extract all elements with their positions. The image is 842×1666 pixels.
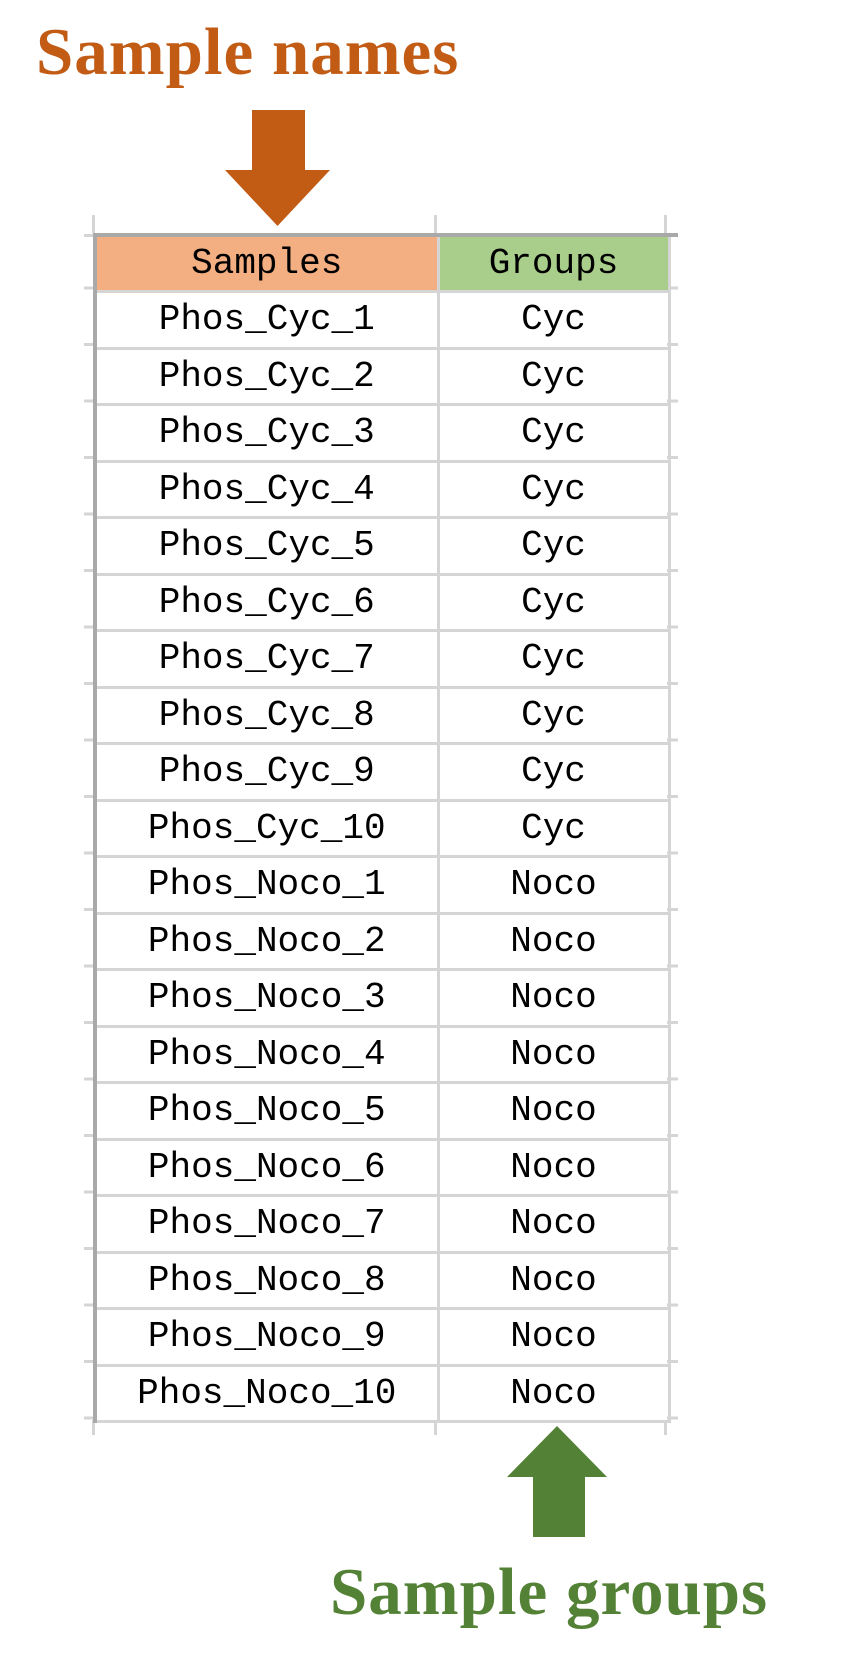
table-header-row: Samples Groups — [93, 233, 671, 293]
sample-cell[interactable]: Phos_Cyc_3 — [93, 403, 440, 463]
sample-cell[interactable]: Phos_Cyc_4 — [93, 459, 440, 519]
table-row: Phos_Noco_5 Noco — [93, 1081, 671, 1141]
table-row: Phos_Noco_4 Noco — [93, 1024, 671, 1084]
sample-cell[interactable]: Phos_Cyc_6 — [93, 572, 440, 632]
table-row: Phos_Noco_3 Noco — [93, 968, 671, 1028]
groups-header-cell[interactable]: Groups — [436, 233, 671, 293]
group-cell[interactable]: Noco — [436, 1250, 671, 1310]
gridline-stub — [84, 234, 93, 237]
table-row: Phos_Cyc_6 Cyc — [93, 572, 671, 632]
gridline-stubs-right — [667, 233, 678, 1420]
sample-cell[interactable]: Phos_Noco_2 — [93, 911, 440, 971]
table-row: Phos_Noco_6 Noco — [93, 1137, 671, 1197]
gridline-stub — [434, 215, 437, 233]
sample-cell[interactable]: Phos_Cyc_10 — [93, 798, 440, 858]
group-cell[interactable]: Noco — [436, 855, 671, 915]
sample-cell[interactable]: Phos_Noco_4 — [93, 1024, 440, 1084]
group-cell[interactable]: Noco — [436, 1307, 671, 1367]
table-row: Phos_Noco_2 Noco — [93, 911, 671, 971]
table-row: Phos_Cyc_8 Cyc — [93, 685, 671, 745]
gridline-stub — [434, 1420, 437, 1435]
sample-cell[interactable]: Phos_Cyc_7 — [93, 629, 440, 689]
up-arrow-icon — [507, 1426, 607, 1537]
table-row: Phos_Cyc_5 Cyc — [93, 516, 671, 576]
sample-cell[interactable]: Phos_Cyc_5 — [93, 516, 440, 576]
group-cell[interactable]: Noco — [436, 1137, 671, 1197]
table-row: Phos_Cyc_10 Cyc — [93, 798, 671, 858]
group-cell[interactable]: Cyc — [436, 685, 671, 745]
group-cell[interactable]: Noco — [436, 968, 671, 1028]
sample-cell[interactable]: Phos_Noco_6 — [93, 1137, 440, 1197]
table-row: Phos_Cyc_4 Cyc — [93, 459, 671, 519]
table-row: Phos_Noco_10 Noco — [93, 1363, 671, 1423]
down-arrow-icon — [225, 110, 330, 226]
gridline-stub — [92, 215, 95, 233]
sample-cell[interactable]: Phos_Noco_5 — [93, 1081, 440, 1141]
sample-names-label: Sample names — [36, 15, 460, 89]
group-cell[interactable]: Noco — [436, 1194, 671, 1254]
table-row: Phos_Cyc_1 Cyc — [93, 290, 671, 350]
table-row: Phos_Cyc_9 Cyc — [93, 742, 671, 802]
group-cell[interactable]: Cyc — [436, 346, 671, 406]
group-cell[interactable]: Noco — [436, 1024, 671, 1084]
table-row: Phos_Noco_8 Noco — [93, 1250, 671, 1310]
sample-cell[interactable]: Phos_Noco_3 — [93, 968, 440, 1028]
sample-cell[interactable]: Phos_Cyc_2 — [93, 346, 440, 406]
group-cell[interactable]: Cyc — [436, 516, 671, 576]
group-cell[interactable]: Cyc — [436, 742, 671, 802]
group-cell[interactable]: Cyc — [436, 403, 671, 463]
table-row: Phos_Noco_9 Noco — [93, 1307, 671, 1367]
sample-cell[interactable]: Phos_Noco_10 — [93, 1363, 440, 1423]
sample-cell[interactable]: Phos_Noco_8 — [93, 1250, 440, 1310]
group-cell[interactable]: Cyc — [436, 572, 671, 632]
gridline-stub — [667, 233, 678, 237]
table-row: Phos_Noco_1 Noco — [93, 855, 671, 915]
group-cell[interactable]: Cyc — [436, 629, 671, 689]
sample-cell[interactable]: Phos_Noco_9 — [93, 1307, 440, 1367]
sample-cell[interactable]: Phos_Noco_1 — [93, 855, 440, 915]
table-row: Phos_Cyc_3 Cyc — [93, 403, 671, 463]
group-cell[interactable]: Cyc — [436, 798, 671, 858]
sample-cell[interactable]: Phos_Noco_7 — [93, 1194, 440, 1254]
sample-cell[interactable]: Phos_Cyc_8 — [93, 685, 440, 745]
table-row: Phos_Cyc_7 Cyc — [93, 629, 671, 689]
group-cell[interactable]: Noco — [436, 1081, 671, 1141]
gridline-stub — [664, 215, 667, 233]
table-row: Phos_Cyc_2 Cyc — [93, 346, 671, 406]
gridline-stub — [664, 1420, 667, 1435]
sample-cell[interactable]: Phos_Cyc_1 — [93, 290, 440, 350]
table-row: Phos_Noco_7 Noco — [93, 1194, 671, 1254]
group-cell[interactable]: Cyc — [436, 459, 671, 519]
samples-groups-table: Samples Groups Phos_Cyc_1 Cyc Phos_Cyc_2 C… — [93, 233, 671, 1423]
gridline-stubs-left — [84, 233, 93, 1420]
group-cell[interactable]: Cyc — [436, 290, 671, 350]
group-cell[interactable]: Noco — [436, 1363, 671, 1423]
gridline-stub — [92, 1420, 95, 1435]
group-cell[interactable]: Noco — [436, 911, 671, 971]
sample-groups-label: Sample groups — [330, 1555, 769, 1629]
samples-header-cell[interactable]: Samples — [93, 233, 440, 293]
sample-cell[interactable]: Phos_Cyc_9 — [93, 742, 440, 802]
